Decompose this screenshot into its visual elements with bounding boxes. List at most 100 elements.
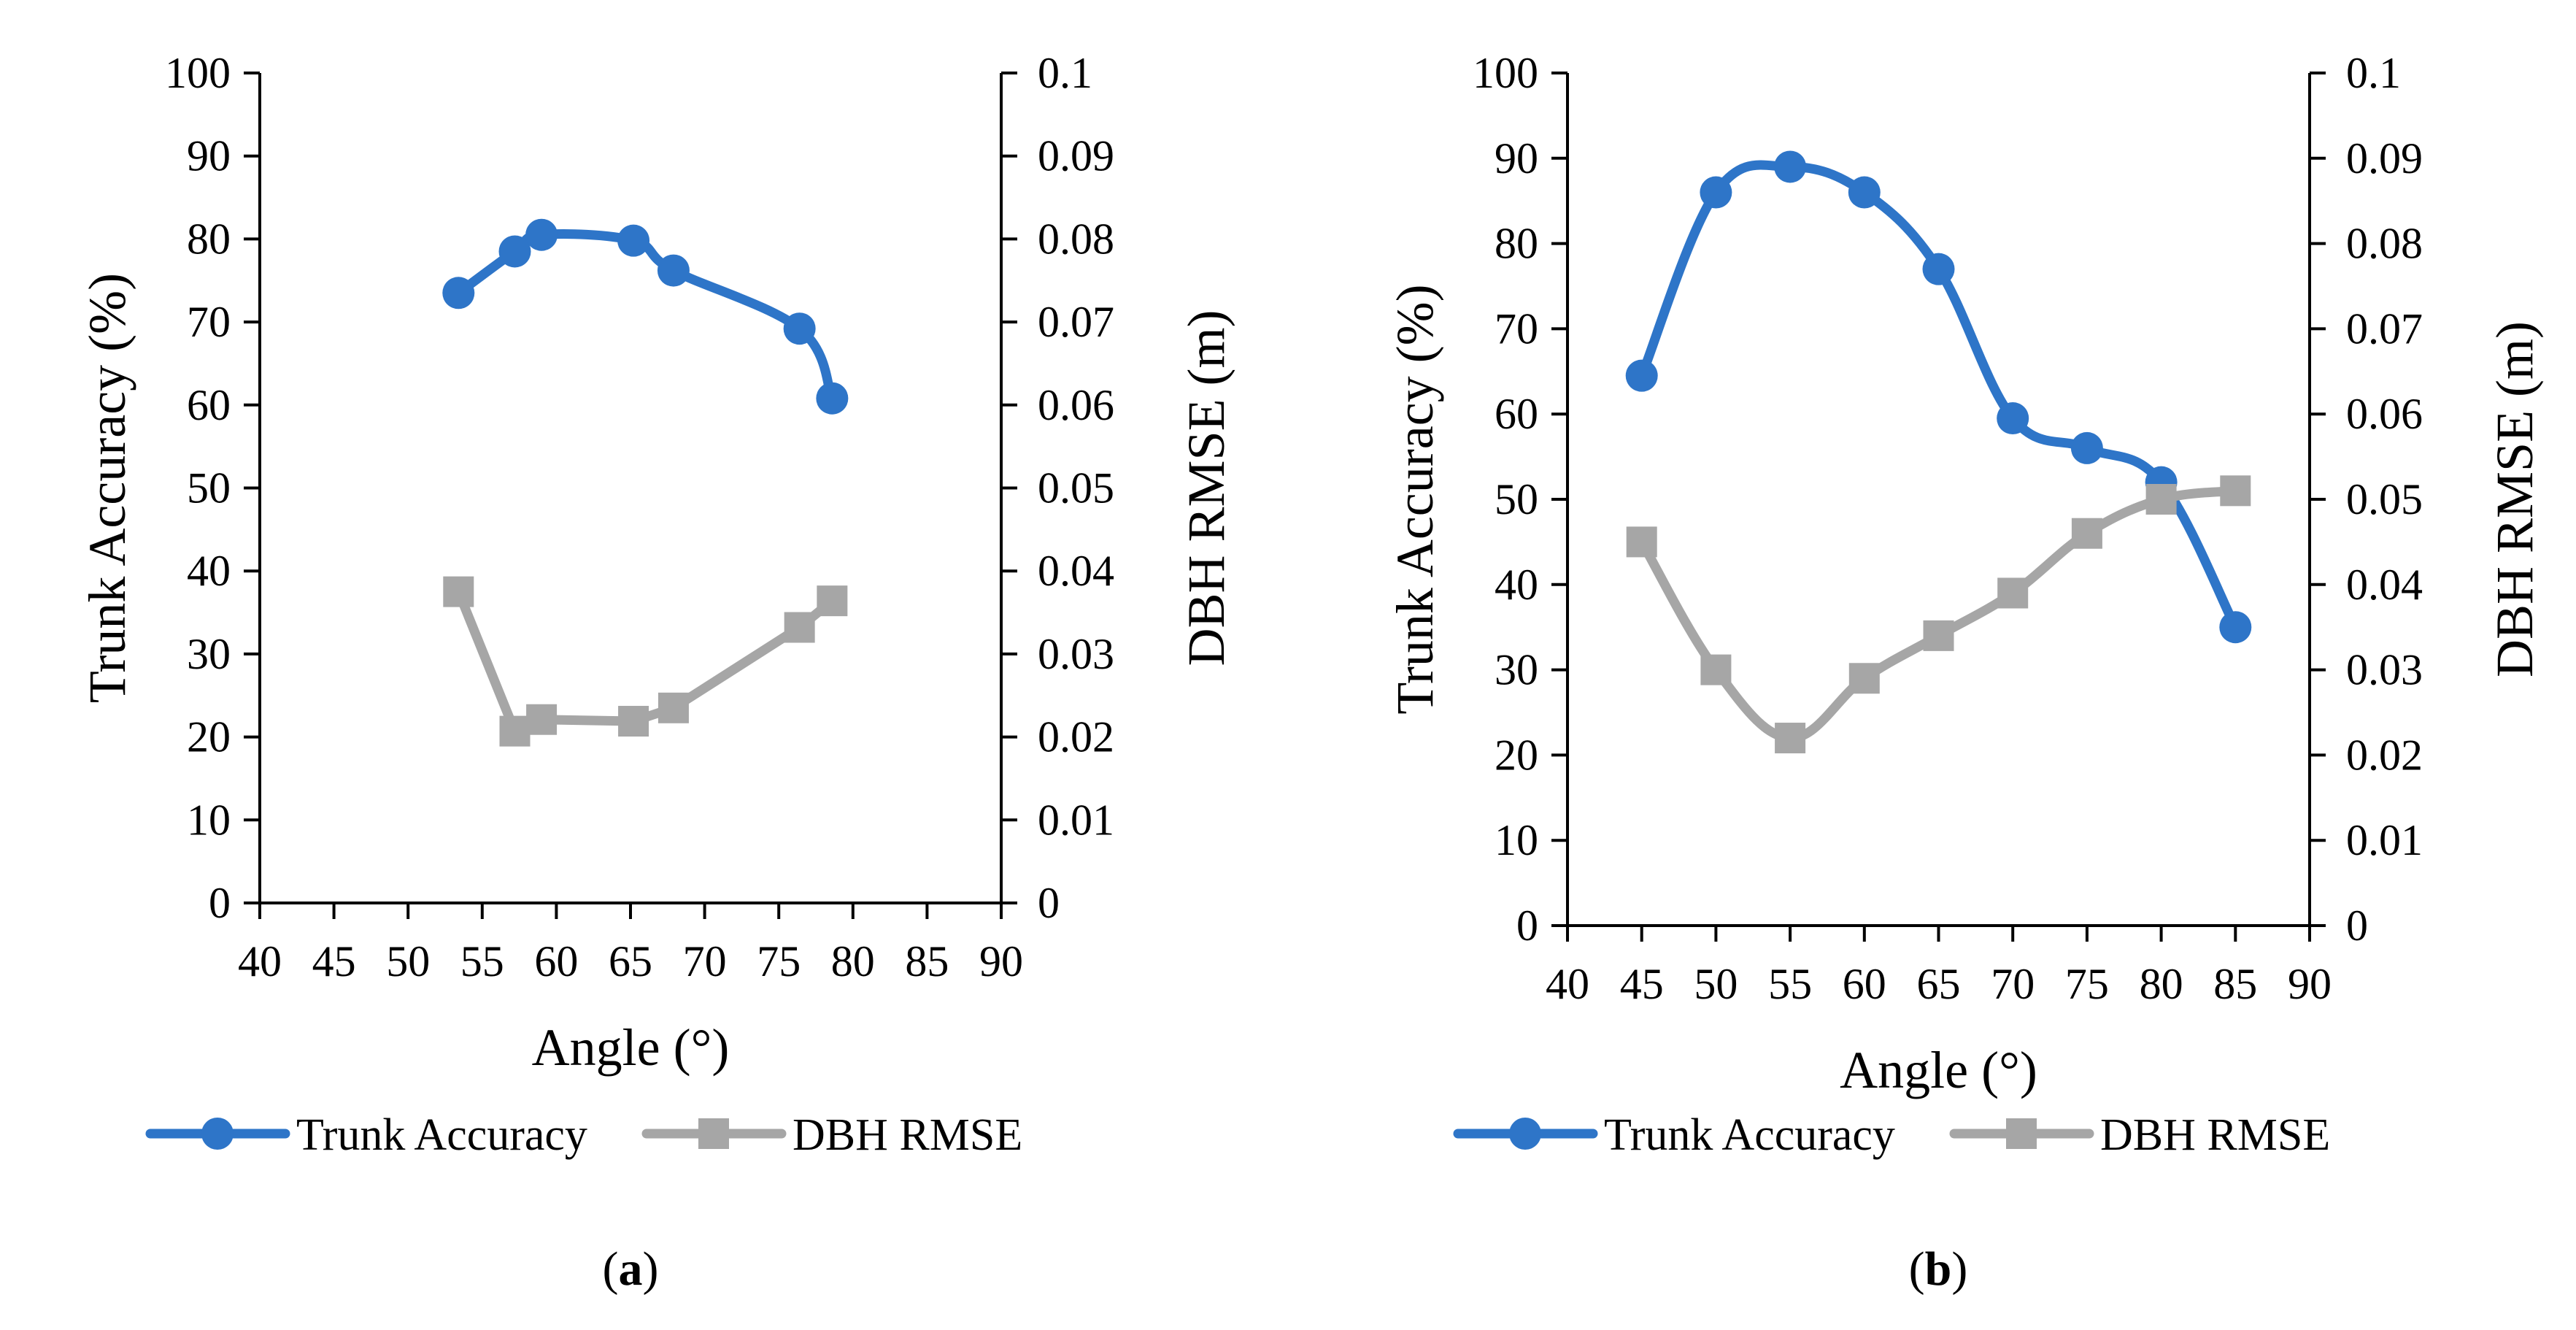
trunk-accuracy-point: [816, 382, 849, 415]
legend-trunk-accuracy-swatch-marker: [1509, 1118, 1541, 1150]
panel-label-letter: a: [619, 1242, 643, 1296]
y-tick-label: 40: [187, 547, 231, 595]
dbh-rmse-point: [618, 705, 649, 737]
y2-tick-label: 0.09: [2346, 134, 2423, 182]
dbh-rmse-point: [2145, 484, 2177, 515]
legend-trunk-accuracy-label: Trunk Accuracy: [296, 1110, 587, 1160]
x-tick-label: 65: [1917, 960, 1961, 1008]
y-tick-label: 0: [209, 879, 231, 927]
y2-axis-label: DBH RMSE (m): [1177, 310, 1235, 666]
trunk-accuracy-point: [783, 312, 816, 345]
panel-label: (a): [603, 1242, 659, 1296]
dbh-rmse-point: [499, 715, 531, 747]
y-tick-label: 100: [1473, 49, 1538, 97]
trunk-accuracy-point: [1700, 176, 1732, 209]
y-tick-label: 0: [1516, 902, 1538, 950]
x-tick-label: 65: [609, 937, 652, 985]
x-tick-label: 90: [2288, 960, 2332, 1008]
y2-axis-label: DBH RMSE (m): [2486, 321, 2544, 677]
x-axis-label: Angle (°): [532, 1018, 730, 1077]
x-axis-label: Angle (°): [1840, 1041, 2037, 1099]
y-tick-label: 20: [1495, 731, 1538, 779]
y-tick-label: 10: [187, 796, 231, 844]
x-tick-label: 85: [905, 937, 949, 985]
y2-tick-label: 0.1: [2346, 49, 2401, 97]
x-tick-label: 55: [1768, 960, 1812, 1008]
x-tick-label: 50: [386, 937, 430, 985]
y2-tick-label: 0.02: [1038, 713, 1114, 761]
x-tick-label: 50: [1694, 960, 1738, 1008]
dbh-rmse-point: [817, 585, 848, 617]
y-axis-label: Trunk Accuracy (%): [1386, 284, 1444, 714]
legend-dbh-rmse-label: DBH RMSE: [2100, 1110, 2330, 1160]
panel-label-close: ): [643, 1242, 659, 1296]
y-tick-label: 90: [187, 132, 231, 180]
legend-dbh-rmse-label: DBH RMSE: [793, 1110, 1022, 1160]
trunk-accuracy-point: [1997, 402, 2029, 435]
dbh-rmse-point: [1923, 620, 1954, 651]
trunk-accuracy-point: [1625, 359, 1658, 392]
y2-tick-label: 0.01: [2346, 816, 2423, 864]
dbh-rmse-point: [1848, 663, 1880, 694]
x-tick-label: 75: [757, 937, 801, 985]
dbh-rmse-point: [526, 704, 558, 735]
y-tick-label: 30: [1495, 646, 1538, 694]
y2-tick-label: 0.05: [1038, 464, 1114, 512]
y2-tick-label: 0.07: [1038, 298, 1114, 346]
x-tick-label: 45: [312, 937, 356, 985]
legend: Trunk Accuracy DBH RMSE: [1453, 1110, 2330, 1160]
y2-tick-label: 0.06: [2346, 390, 2423, 438]
trunk-accuracy-point: [1922, 253, 1955, 285]
dbh-rmse-point: [2071, 518, 2102, 549]
chart-panel-a: 0 10 20 30 40 50 60 70 80 90 100 0 0.01 0.02 0.03 0.04 0…: [78, 49, 1235, 1296]
y2-tick-label: 0.01: [1038, 796, 1114, 844]
dbh-rmse-point: [1626, 526, 1657, 558]
dbh-rmse-point: [1700, 654, 1732, 685]
y-tick-label: 40: [1495, 561, 1538, 609]
legend-dbh-rmse-swatch-marker: [2006, 1118, 2037, 1149]
trunk-accuracy-point: [442, 277, 475, 310]
y-tick-label: 50: [187, 464, 231, 512]
y2-tick-label: 0.07: [2346, 304, 2423, 353]
y-tick-label: 80: [187, 215, 231, 263]
x-tick-label: 40: [238, 937, 282, 985]
y2-tick-label: 0.03: [2346, 646, 2423, 694]
trunk-accuracy-point: [2219, 611, 2252, 644]
trunk-accuracy-point: [1848, 176, 1881, 209]
x-tick-label: 60: [534, 937, 578, 985]
dbh-rmse-point: [784, 612, 815, 643]
trunk-accuracy-point: [498, 235, 531, 268]
panel-label-close: ): [1951, 1242, 1967, 1296]
y-tick-label: 50: [1495, 475, 1538, 523]
trunk-accuracy-point: [617, 224, 650, 257]
y2-tick-label: 0.08: [1038, 215, 1114, 263]
x-tick-label: 55: [460, 937, 504, 985]
chart-panel-b: 0 10 20 30 40 50 60 70 80 90 100 0 0.01 0.02 0.03 0.04 0…: [1386, 49, 2544, 1296]
dbh-rmse-line: [1637, 485, 2240, 743]
x-tick-label: 70: [683, 937, 727, 985]
legend-trunk-accuracy-label: Trunk Accuracy: [1604, 1110, 1895, 1160]
panel-label-open: (: [1909, 1242, 1925, 1296]
y-tick-label: 10: [1495, 816, 1538, 864]
y-tick-label: 70: [1495, 304, 1538, 353]
y2-tick-label: 0.04: [2346, 561, 2423, 609]
x-tick-label: 90: [979, 937, 1023, 985]
y2-tick-label: 0.1: [1038, 49, 1092, 97]
trunk-accuracy-point: [2070, 431, 2103, 464]
x-tick-label: 60: [1843, 960, 1886, 1008]
y2-tick-label: 0.08: [2346, 220, 2423, 268]
y-tick-label: 60: [187, 381, 231, 429]
y-tick-label: 100: [165, 49, 231, 97]
x-tick-label: 45: [1620, 960, 1664, 1008]
dbh-rmse-point: [1997, 577, 2029, 609]
y-tick-label: 90: [1495, 134, 1538, 182]
trunk-accuracy-point: [657, 254, 690, 287]
x-tick-label: 40: [1546, 960, 1589, 1008]
y2-tick-label: 0.06: [1038, 381, 1114, 429]
panel-label: (b): [1909, 1242, 1968, 1296]
panel-label-open: (: [603, 1242, 619, 1296]
trunk-accuracy-point: [1774, 150, 1807, 183]
y-axis-label: Trunk Accuracy (%): [78, 273, 136, 703]
legend-dbh-rmse-swatch-marker: [698, 1118, 729, 1149]
legend: Trunk Accuracy DBH RMSE: [145, 1110, 1022, 1160]
